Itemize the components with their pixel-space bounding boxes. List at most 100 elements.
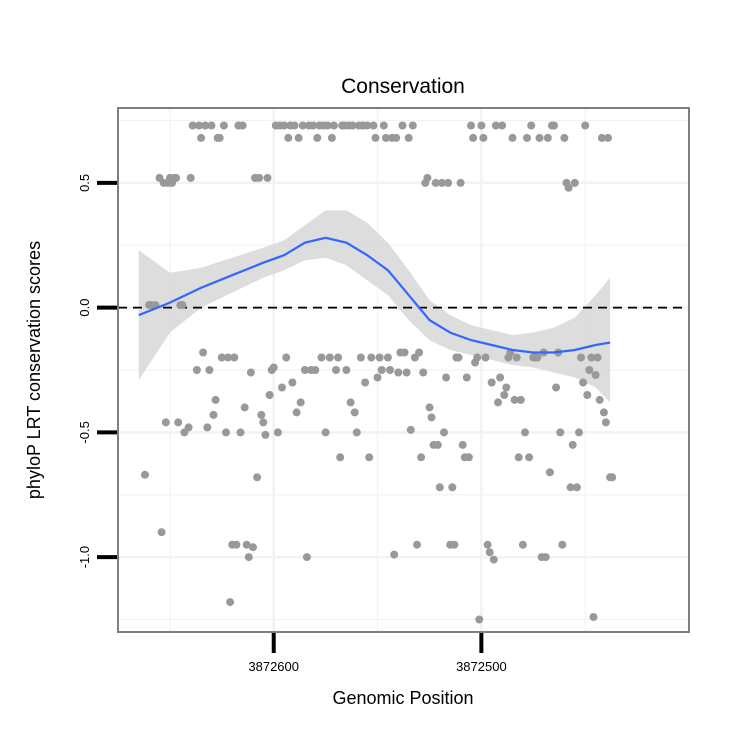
data-point xyxy=(413,540,421,549)
data-point xyxy=(535,133,544,142)
data-point xyxy=(394,368,403,377)
data-point xyxy=(317,353,326,362)
confidence-ribbon xyxy=(138,210,611,403)
data-point xyxy=(356,353,365,362)
data-point xyxy=(487,378,496,387)
data-point xyxy=(232,540,241,549)
x-tick-label: 3872600 xyxy=(248,659,299,674)
data-point xyxy=(589,613,598,621)
data-point xyxy=(481,353,490,362)
data-point xyxy=(408,121,417,130)
data-point xyxy=(579,378,588,387)
data-point xyxy=(456,178,465,187)
data-point xyxy=(188,121,197,130)
data-point xyxy=(346,398,355,407)
y-tick-label: -0.5 xyxy=(77,421,92,443)
data-point xyxy=(309,121,318,130)
data-point xyxy=(558,540,567,549)
data-point xyxy=(222,428,230,437)
data-point xyxy=(244,553,253,562)
data-point xyxy=(361,378,370,387)
points-layer xyxy=(141,121,617,624)
data-point xyxy=(336,453,345,462)
data-point xyxy=(342,366,351,374)
data-point xyxy=(406,425,415,434)
data-point xyxy=(161,418,170,427)
chart-title: Conservation xyxy=(341,75,465,98)
data-point xyxy=(377,366,386,374)
data-point xyxy=(491,121,500,130)
data-point xyxy=(469,133,478,142)
confidence-ribbon-layer xyxy=(138,210,611,403)
data-point xyxy=(224,353,232,362)
data-point xyxy=(498,121,507,130)
data-point xyxy=(543,133,552,142)
data-point xyxy=(450,540,459,549)
data-point xyxy=(454,353,463,362)
data-point xyxy=(230,353,239,362)
data-point xyxy=(496,373,505,382)
data-point xyxy=(332,366,340,374)
data-point xyxy=(585,366,594,374)
data-point xyxy=(365,453,374,462)
data-point xyxy=(570,178,579,187)
x-tick-label: 3872500 xyxy=(456,659,507,674)
data-point xyxy=(601,418,610,427)
data-point xyxy=(608,473,617,482)
data-point xyxy=(448,483,457,492)
data-point xyxy=(502,383,511,392)
data-point xyxy=(371,133,380,142)
data-point xyxy=(566,483,575,492)
data-point xyxy=(236,428,245,437)
data-point xyxy=(462,373,471,382)
data-point xyxy=(178,301,187,310)
y-tick-label: 0.0 xyxy=(77,299,92,317)
data-point xyxy=(192,366,201,374)
data-point xyxy=(392,133,401,142)
data-point xyxy=(278,383,286,392)
data-point xyxy=(423,173,432,182)
data-point xyxy=(572,483,581,492)
data-point xyxy=(207,121,216,130)
data-point xyxy=(591,371,600,379)
data-point xyxy=(431,178,440,187)
data-point xyxy=(284,133,293,142)
data-point xyxy=(577,353,585,362)
data-point xyxy=(437,178,446,187)
data-point xyxy=(581,121,590,130)
data-point xyxy=(425,403,434,412)
data-point xyxy=(296,398,305,407)
data-point xyxy=(348,121,357,130)
data-point xyxy=(280,121,289,130)
data-point xyxy=(350,408,359,417)
data-point xyxy=(172,173,181,182)
data-point xyxy=(527,121,536,130)
data-point xyxy=(298,121,307,130)
data-point xyxy=(282,353,291,362)
data-point xyxy=(255,173,264,182)
data-point xyxy=(518,540,527,549)
data-point xyxy=(400,348,409,357)
data-point xyxy=(435,483,444,492)
data-point xyxy=(383,353,392,362)
data-point xyxy=(195,121,203,130)
data-point xyxy=(311,366,320,374)
data-point xyxy=(334,353,343,362)
data-point xyxy=(475,615,484,624)
data-point xyxy=(242,540,251,549)
data-point xyxy=(363,121,372,130)
data-point xyxy=(390,550,399,559)
x-axis: 3872600 3872500 xyxy=(248,633,507,674)
data-point xyxy=(473,353,482,362)
data-point xyxy=(523,133,531,142)
data-point xyxy=(583,391,592,399)
data-point xyxy=(464,453,473,462)
data-point xyxy=(568,440,577,449)
data-point xyxy=(552,383,561,392)
data-point xyxy=(521,428,529,437)
data-point xyxy=(313,133,322,142)
data-point xyxy=(545,468,554,477)
data-point xyxy=(246,368,255,377)
data-point xyxy=(323,121,332,130)
